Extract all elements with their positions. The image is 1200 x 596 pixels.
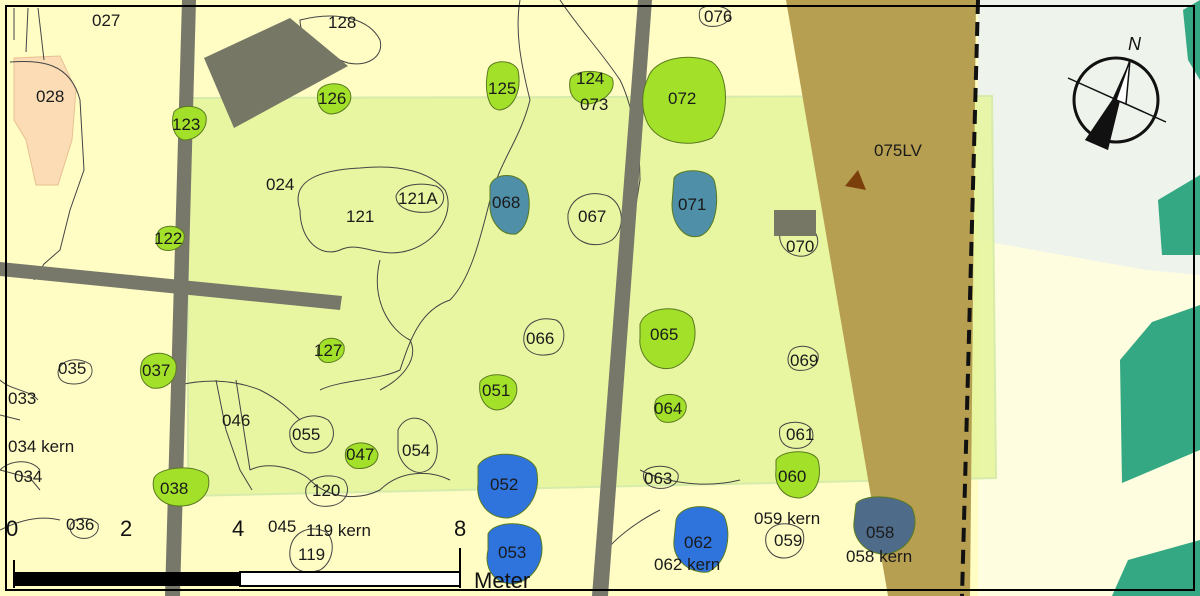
label-128: 128 [328,13,356,32]
label-065: 065 [650,325,678,344]
feature-labels: 027 128 076 028 125 124 073 072 126 123 … [8,7,923,574]
scale-bar: 0 2 4 8 Meter [6,516,530,593]
north-arrow: N [1067,34,1167,150]
label-037: 037 [142,361,170,380]
label-127: 127 [314,341,342,360]
label-121: 121 [346,207,374,226]
label-036: 036 [66,515,94,534]
label-053: 053 [498,543,526,562]
label-122: 122 [154,229,182,248]
label-119-kern: 119 kern [306,521,371,540]
label-125: 125 [488,79,516,98]
orange-patch [13,55,77,186]
label-034-kern: 034 kern [8,437,74,456]
building [774,210,816,236]
label-024: 024 [266,175,294,194]
boundary-line [960,0,980,596]
label-059: 059 [774,531,802,550]
north-arrow-needle-body [1085,60,1130,150]
label-062-kern: 062 kern [654,555,720,574]
label-062: 062 [684,533,712,552]
teal-block [1183,0,1200,80]
label-054: 054 [402,441,430,460]
footpaths [0,0,652,596]
label-060: 060 [778,467,806,486]
label-075lv: 075LV [874,141,923,160]
label-028: 028 [36,87,64,106]
label-059-kern: 059 kern [754,509,820,528]
teal-block [1112,540,1200,596]
label-123: 123 [172,115,200,134]
scale-tick-2: 2 [120,516,132,541]
label-067: 067 [578,207,606,226]
label-047: 047 [346,445,374,464]
label-124: 124 [576,69,604,88]
label-120: 120 [312,481,340,500]
label-064: 064 [654,399,682,418]
scale-unit: Meter [474,568,530,593]
label-034: 034 [14,467,42,486]
label-063: 063 [644,469,672,488]
label-068: 068 [492,193,520,212]
label-038: 038 [160,479,188,498]
label-061: 061 [786,425,814,444]
north-arrow-label: N [1128,34,1142,54]
label-076: 076 [704,7,732,26]
label-035: 035 [58,359,86,378]
label-119: 119 [298,545,325,564]
map-frame [5,5,1195,591]
label-121a: 121A [398,189,438,208]
label-058-kern: 058 kern [846,547,912,566]
teal-block [1158,175,1200,255]
building [204,18,348,128]
label-126: 126 [318,89,346,108]
label-071: 071 [678,195,706,214]
scale-bar-segment-light [239,571,461,587]
label-058: 058 [866,523,894,542]
label-070: 070 [786,237,814,256]
label-051: 051 [482,381,510,400]
label-069: 069 [790,351,818,370]
scale-bar-segment-dark [14,572,240,586]
label-073: 073 [580,95,608,114]
label-027: 027 [92,11,120,30]
label-052: 052 [490,475,518,494]
tree-canopies [139,56,916,585]
north-arrow-ring [1072,56,1160,144]
brown-band [786,0,976,596]
teal-block [1120,305,1200,483]
label-055: 055 [292,425,320,444]
label-072: 072 [668,89,696,108]
contour-lines [0,0,819,573]
label-046: 046 [222,411,250,430]
label-033: 033 [8,389,36,408]
north-arrow-needle-north [1115,59,1131,106]
label-045: 045 [268,517,296,536]
scale-tick-4: 4 [232,516,244,541]
scale-tick-8: 8 [454,516,466,541]
scale-tick-0: 0 [6,516,18,541]
label-066: 066 [526,329,554,348]
marker-triangle [845,170,866,190]
